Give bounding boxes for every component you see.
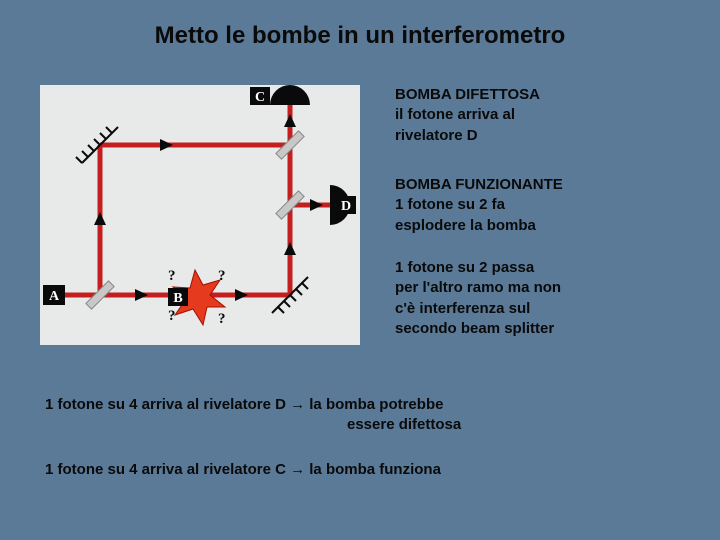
photon-path [45,105,330,295]
detector-c [270,85,310,105]
svg-text:A: A [49,289,60,304]
t3b: per l'altro ramo ma non [395,279,561,296]
svg-text:?: ? [168,308,176,324]
svg-text:?: ? [168,268,176,284]
conclusion-d: 1 fotone su 4 arriva al rivelatore D → l… [45,395,685,436]
text-defective: BOMBA DIFETTOSA il fotone arriva al rive… [395,85,685,146]
t3c: c'è interferenza sul [395,300,530,317]
node-labels: A B C D [43,87,356,306]
t1a: il fotone arriva al [395,106,515,123]
h1: BOMBA DIFETTOSA [395,86,540,103]
slide-title: Metto le bombe in un interferometro [0,22,720,50]
diagram-svg: ? ? ? ? A B C D [40,85,360,345]
h2: BOMBA FUNZIONANTE [395,176,563,193]
t1b: rivelatore D [395,127,478,144]
svg-text:C: C [255,90,265,105]
l2: 1 fotone su 4 arriva al rivelatore C → l… [45,461,441,478]
text-other-branch: 1 fotone su 2 passa per l'altro ramo ma … [395,258,695,339]
t3a: 1 fotone su 2 passa [395,259,534,276]
slide: Metto le bombe in un interferometro [0,0,720,540]
conclusion-c: 1 fotone su 4 arriva al rivelatore C → l… [45,460,685,480]
l1a: 1 fotone su 4 arriva al rivelatore D → l… [45,396,443,413]
l1b: essere difettosa [45,415,685,435]
t2b: esplodere la bomba [395,217,536,234]
t2a: 1 fotone su 2 fa [395,196,505,213]
interferometer-diagram: ? ? ? ? A B C D [40,85,360,345]
svg-text:D: D [341,199,351,214]
svg-text:?: ? [218,311,226,327]
svg-text:?: ? [218,268,226,284]
t3d: secondo beam splitter [395,320,554,337]
text-working: BOMBA FUNZIONANTE 1 fotone su 2 fa esplo… [395,175,695,236]
svg-text:B: B [173,291,182,306]
